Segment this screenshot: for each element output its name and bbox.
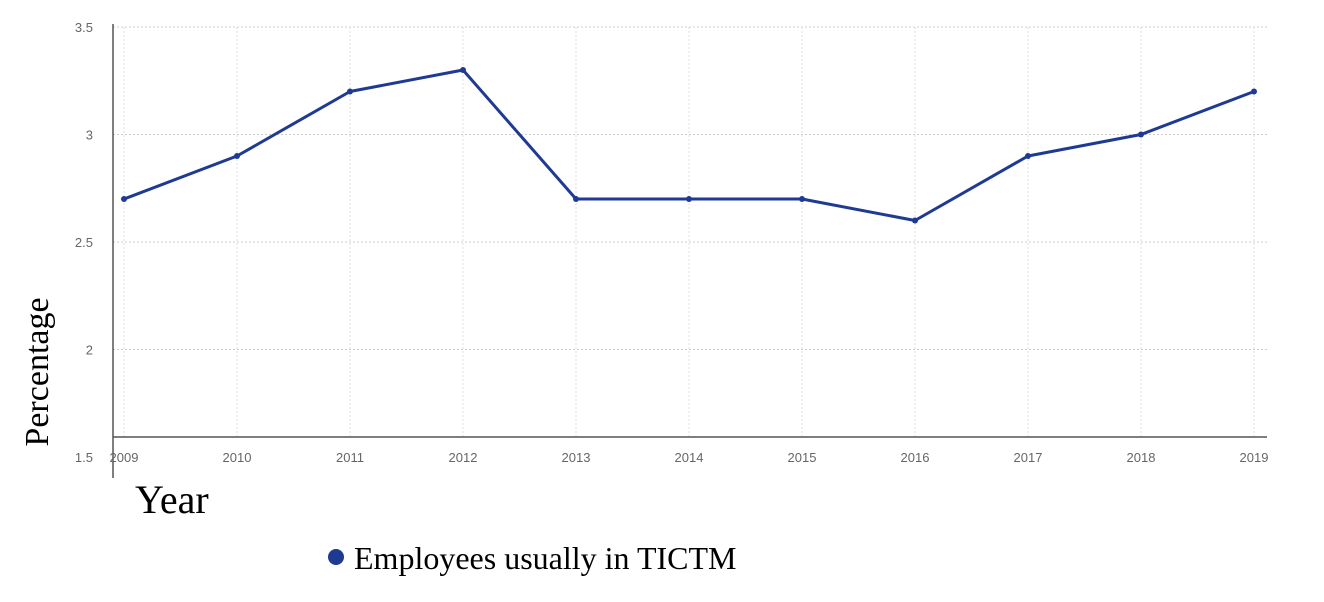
x-tick-label: 2009 — [110, 450, 139, 465]
legend-label: Employees usually in TICTM — [354, 540, 736, 576]
data-point — [347, 88, 353, 95]
x-tick-label: 2013 — [562, 450, 591, 465]
grid-lines — [113, 26, 1267, 437]
x-tick-label: 2019 — [1240, 450, 1269, 465]
x-tick-label: 2015 — [788, 450, 817, 465]
x-axis-title: Year — [135, 477, 209, 522]
data-point — [799, 196, 805, 202]
series-layer — [121, 67, 1257, 224]
data-point — [1251, 88, 1257, 95]
x-tick-label: 2010 — [223, 450, 252, 465]
legend: Employees usually in TICTM — [328, 540, 736, 576]
axes — [112, 24, 1267, 478]
x-tick-label: 2012 — [449, 450, 478, 465]
data-point — [121, 196, 127, 202]
data-point — [1025, 153, 1031, 159]
legend-swatch — [328, 549, 344, 565]
x-tick-label: 2011 — [336, 450, 364, 465]
y-tick-label: 3.5 — [75, 20, 93, 35]
x-tick-labels: 2009 2010 2011 2012 2013 2014 2015 2016 2017 2018… — [110, 450, 1269, 465]
y-axis-title: Percentage — [19, 297, 56, 446]
y-tick-labels: 1.5 2 2.5 3 3.5 — [75, 20, 93, 465]
y-tick-label: 2 — [86, 343, 93, 358]
x-tick-label: 2017 — [1014, 450, 1043, 465]
x-tick-label: 2014 — [675, 450, 704, 465]
y-tick-label: 2.5 — [75, 235, 93, 250]
data-point — [460, 67, 466, 73]
data-point — [234, 153, 240, 159]
data-point — [686, 196, 692, 202]
data-point — [1138, 131, 1144, 138]
x-tick-label: 2016 — [901, 450, 930, 465]
data-point — [573, 196, 579, 202]
y-tick-label: 3 — [86, 128, 93, 143]
y-tick-label: 1.5 — [75, 450, 93, 465]
x-tick-label: 2018 — [1127, 450, 1156, 465]
data-point — [912, 217, 918, 224]
